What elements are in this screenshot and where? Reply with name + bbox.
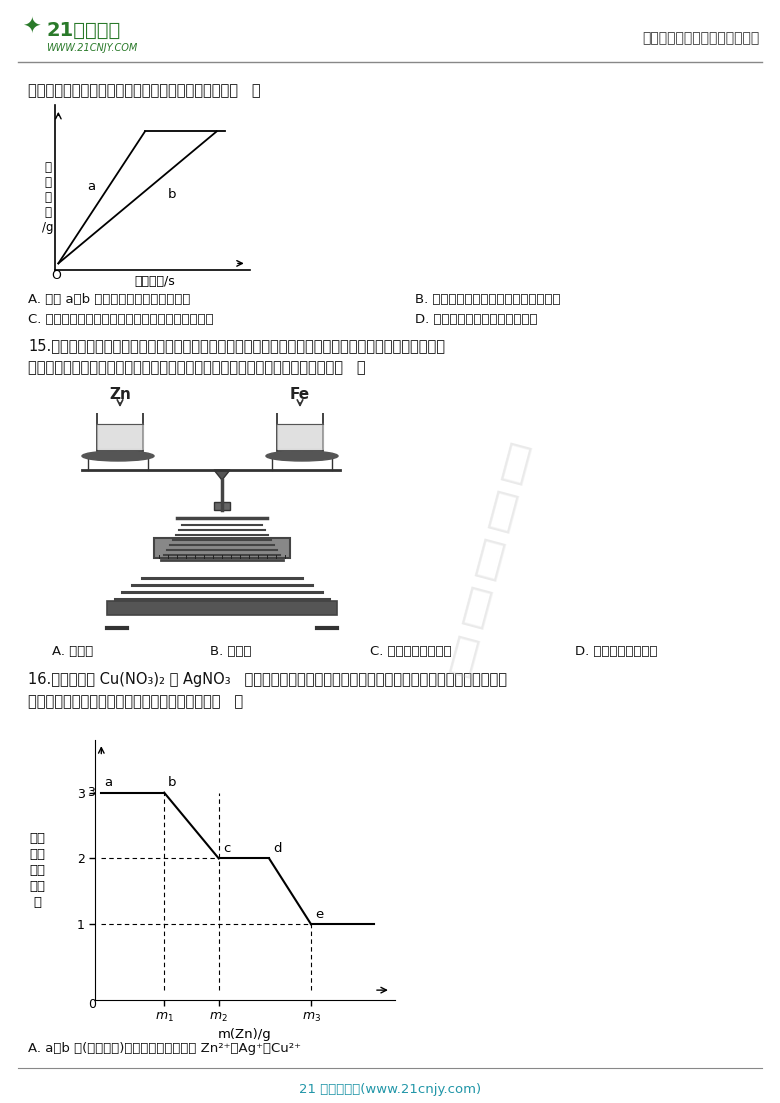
Text: 氢
气
质
量
/g: 氢 气 质 量 /g <box>42 161 53 234</box>
Text: b: b <box>168 777 176 789</box>
Text: a: a <box>105 777 113 789</box>
Text: B. 盐酸均反应完，锌、铁可能均有剩余: B. 盐酸均反应完，锌、铁可能均有剩余 <box>415 293 561 306</box>
Text: A. 向左偏: A. 向左偏 <box>52 645 94 658</box>
Text: WWW.21CNJY.COM: WWW.21CNJY.COM <box>46 43 137 53</box>
Y-axis label: 溶液
中金
属离
子种
类: 溶液 中金 属离 子种 类 <box>30 832 46 909</box>
Text: A. a～b 间(不含两点)的溶液中金属离子为 Zn²⁺、Ag⁺、Cu²⁺: A. a～b 间(不含两点)的溶液中金属离子为 Zn²⁺、Ag⁺、Cu²⁺ <box>28 1042 301 1054</box>
Text: 子种类的关系如图所示。下列说法中不正确的是（   ）: 子种类的关系如图所示。下列说法中不正确的是（ ） <box>28 694 243 709</box>
Text: a: a <box>87 180 96 193</box>
Text: 锌片和铁片，则从反应开始到金属完全反应完的过程中，天平指针指向的变化是（   ）: 锌片和铁片，则从反应开始到金属完全反应完的过程中，天平指针指向的变化是（ ） <box>28 360 366 375</box>
Text: 中小学教育资源及组卷应用平台: 中小学教育资源及组卷应用平台 <box>643 31 760 45</box>
Text: d: d <box>273 842 282 855</box>
Text: 3: 3 <box>87 786 94 800</box>
Text: Fe: Fe <box>290 387 310 401</box>
Ellipse shape <box>266 451 338 461</box>
Text: e: e <box>315 908 324 921</box>
X-axis label: m(Zn)/g: m(Zn)/g <box>218 1028 272 1041</box>
Text: Zn: Zn <box>109 387 131 401</box>
Text: 15.如图所示，烧杯中盛有质量相等、质量分数相等的稀盐酸，天平调平后，同时向其中分别加入等质量的: 15.如图所示，烧杯中盛有质量相等、质量分数相等的稀盐酸，天平调平后，同时向其中… <box>28 338 445 353</box>
Text: b: b <box>168 189 176 201</box>
Text: c: c <box>223 842 230 855</box>
Text: 应所用时间的关系如图所示。则下列说法不正确的是（   ）: 应所用时间的关系如图所示。则下列说法不正确的是（ ） <box>28 83 261 98</box>
Text: B. 向右偏: B. 向右偏 <box>210 645 251 658</box>
Text: O: O <box>51 269 61 281</box>
Text: 21世纪教育: 21世纪教育 <box>46 21 120 40</box>
Text: C. 先向左偏后向右偏: C. 先向左偏后向右偏 <box>370 645 452 658</box>
Text: 16.某溶液含有 Cu(NO₃)₂ 和 AgNO₃   ，现向其中加入一定量的锌粉，参加反应的锌的质量与溶液中金属离: 16.某溶液含有 Cu(NO₃)₂ 和 AgNO₃ ，现向其中加入一定量的锌粉，… <box>28 672 507 687</box>
Polygon shape <box>214 470 230 480</box>
Text: A. 曲线 a、b 分别表示锌、铁的反应情况: A. 曲线 a、b 分别表示锌、铁的反应情况 <box>28 293 190 306</box>
Text: C. 盐酸均反应完，锌可能恰好完全反应，铁有剩余: C. 盐酸均反应完，锌可能恰好完全反应，铁有剩余 <box>28 313 214 326</box>
Text: ✦: ✦ <box>22 18 41 38</box>
Bar <box>154 538 290 558</box>
Text: 21 世纪教育网(www.21cnjy.com): 21 世纪教育网(www.21cnjy.com) <box>299 1083 481 1096</box>
Text: 0: 0 <box>88 998 96 1011</box>
Bar <box>214 502 230 510</box>
Bar <box>107 601 337 615</box>
Text: D. 先向右偏后向左偏: D. 先向右偏后向左偏 <box>575 645 658 658</box>
Text: 教
育
网
精
选: 教 育 网 精 选 <box>445 440 534 681</box>
Text: D. 锌、铁都反应完，盐酸有剩余: D. 锌、铁都反应完，盐酸有剩余 <box>415 313 537 326</box>
Ellipse shape <box>82 451 154 461</box>
Text: 反应时间/s: 反应时间/s <box>135 276 176 288</box>
